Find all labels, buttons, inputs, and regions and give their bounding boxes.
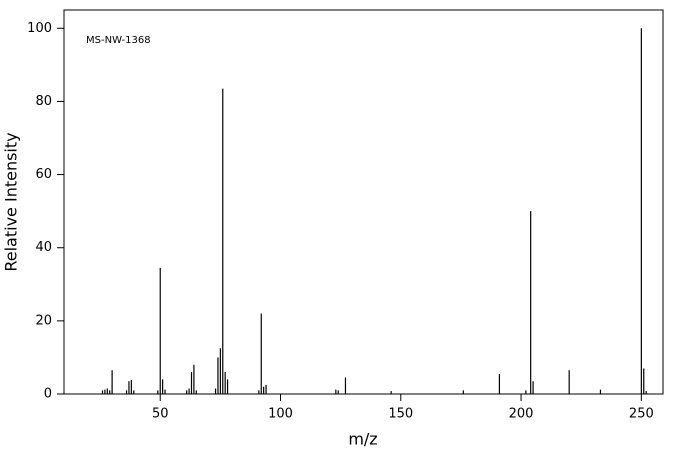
y-tick-label: 100 — [27, 21, 52, 36]
y-tick-label: 80 — [35, 94, 52, 109]
y-tick-label: 60 — [35, 167, 52, 182]
x-tick-label: 200 — [509, 407, 534, 422]
y-tick-label: 0 — [44, 387, 52, 402]
x-tick-label: 150 — [388, 407, 413, 422]
x-tick-label: 250 — [629, 407, 654, 422]
annotation: MS-NW-1368 — [86, 35, 151, 46]
y-tick-label: 40 — [35, 240, 52, 255]
y-tick-label: 20 — [35, 313, 52, 328]
plot-frame — [63, 9, 664, 395]
y-axis-label: Relative Intensity — [2, 132, 21, 271]
x-axis-label: m/z — [348, 430, 377, 449]
x-tick-label: 50 — [152, 407, 169, 422]
x-tick-label: 100 — [268, 407, 293, 422]
